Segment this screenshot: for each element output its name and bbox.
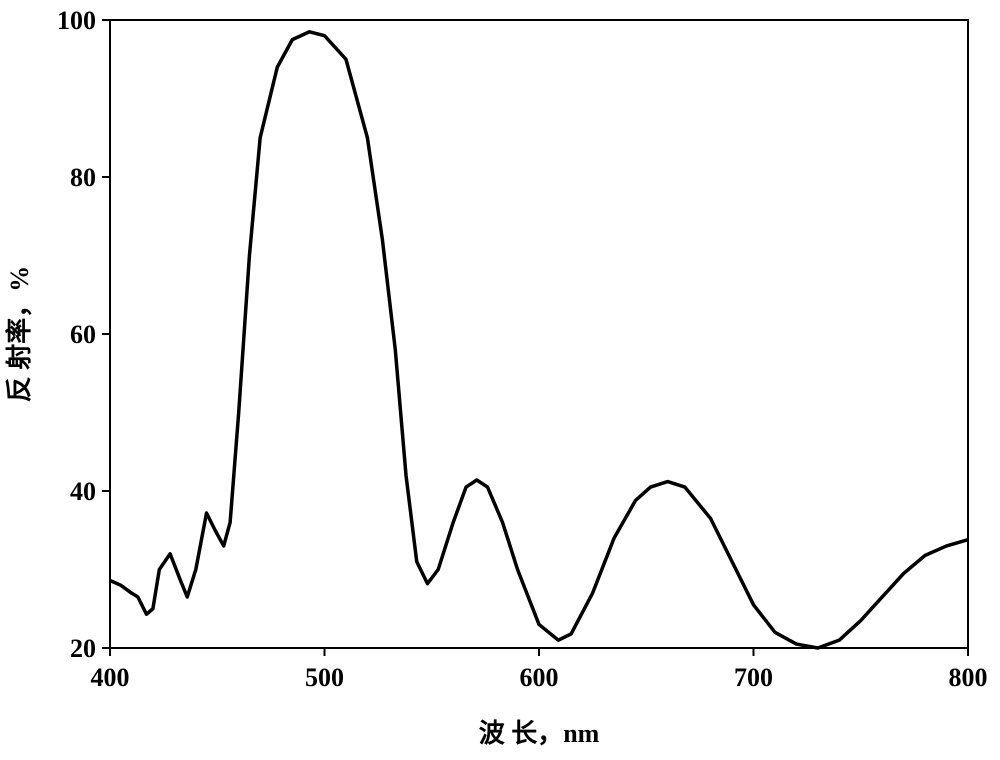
x-tick-label: 800 (949, 663, 988, 692)
x-axis-label: 波 长，nm (479, 719, 600, 748)
x-tick-label: 600 (520, 663, 559, 692)
x-tick-label: 400 (91, 663, 130, 692)
y-tick-label: 20 (70, 634, 96, 663)
x-tick-label: 500 (305, 663, 344, 692)
plot-frame (109, 19, 969, 649)
y-tick-label: 40 (70, 477, 96, 506)
data-line (109, 30, 969, 650)
x-tick-label: 700 (734, 663, 773, 692)
y-axis-label: 反 射率，% (4, 266, 34, 403)
y-tick-label: 80 (70, 163, 96, 192)
y-tick-label: 100 (57, 6, 96, 35)
y-tick-label: 60 (70, 320, 96, 349)
